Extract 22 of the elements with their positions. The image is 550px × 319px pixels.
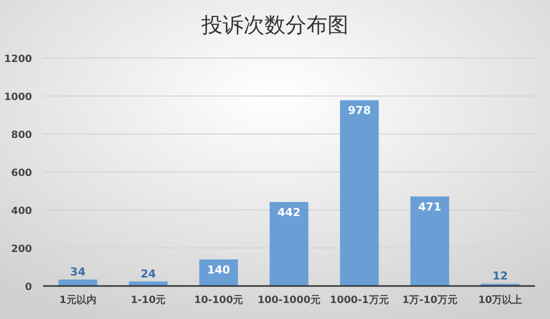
data-label: 12	[492, 270, 508, 283]
x-tick-label: 1元以内	[59, 294, 96, 306]
y-tick-label: 600	[11, 168, 32, 179]
data-label: 471	[418, 200, 442, 214]
chart-title: 投诉次数分布图	[200, 13, 348, 37]
x-tick-label: 1万-10万元	[402, 294, 458, 306]
y-tick-label: 1000	[4, 92, 32, 103]
data-label: 442	[278, 206, 300, 220]
x-tick-label: 10-100元	[194, 294, 244, 306]
data-label: 34	[70, 266, 86, 279]
data-label: 978	[348, 104, 371, 118]
x-tick-label: 1-10元	[130, 294, 166, 306]
y-tick-label: 400	[11, 206, 32, 217]
x-tick-label: 1000-1万元	[330, 294, 389, 306]
x-tick-label: 10万以上	[478, 294, 522, 306]
y-tick-label: 0	[25, 282, 32, 293]
x-tick-label: 100-1000元	[258, 294, 320, 306]
y-tick-label: 800	[11, 130, 32, 141]
y-tick-label: 1200	[4, 54, 32, 65]
data-label: 24	[140, 267, 156, 280]
y-tick-label: 200	[11, 244, 32, 255]
data-label: 140	[207, 263, 230, 276]
